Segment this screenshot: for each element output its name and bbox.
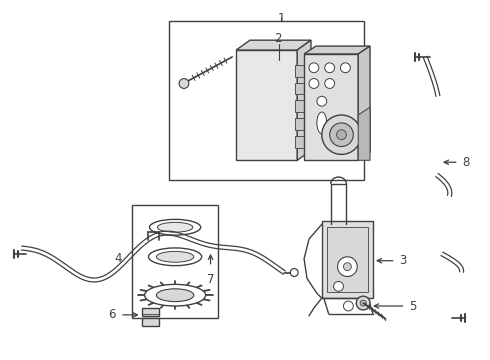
Text: 3: 3 <box>399 254 407 267</box>
Polygon shape <box>236 40 311 50</box>
Bar <box>304 54 358 160</box>
Circle shape <box>343 301 353 311</box>
Circle shape <box>334 282 343 291</box>
Ellipse shape <box>148 248 202 266</box>
Circle shape <box>341 63 350 73</box>
Bar <box>142 318 159 326</box>
Ellipse shape <box>145 284 206 306</box>
Bar <box>295 65 311 77</box>
Text: 4: 4 <box>115 252 122 265</box>
Text: 1: 1 <box>278 12 285 24</box>
Polygon shape <box>358 107 370 160</box>
Circle shape <box>360 300 366 306</box>
Bar <box>236 50 297 160</box>
Circle shape <box>325 78 335 89</box>
Circle shape <box>337 130 346 140</box>
Circle shape <box>309 63 319 73</box>
Bar <box>295 136 311 148</box>
Ellipse shape <box>156 289 194 302</box>
Bar <box>142 308 159 316</box>
Circle shape <box>325 63 335 73</box>
Ellipse shape <box>317 112 327 134</box>
Polygon shape <box>297 40 311 160</box>
Ellipse shape <box>157 222 193 232</box>
Polygon shape <box>304 46 370 54</box>
Ellipse shape <box>149 219 201 235</box>
Circle shape <box>343 263 351 271</box>
Circle shape <box>290 269 298 276</box>
Bar <box>295 118 311 130</box>
Bar <box>169 21 364 180</box>
Circle shape <box>309 78 319 89</box>
Bar <box>132 204 219 318</box>
Circle shape <box>356 296 370 310</box>
Text: 7: 7 <box>207 273 214 285</box>
Bar <box>295 100 311 112</box>
Ellipse shape <box>156 251 194 262</box>
Bar <box>327 227 368 292</box>
Text: 2: 2 <box>274 32 282 45</box>
Circle shape <box>317 96 327 106</box>
Circle shape <box>338 257 357 276</box>
Text: 6: 6 <box>108 309 116 321</box>
Polygon shape <box>358 46 370 160</box>
Bar <box>322 221 373 298</box>
Circle shape <box>179 78 189 89</box>
Circle shape <box>330 123 353 147</box>
Bar <box>295 82 311 94</box>
Text: 8: 8 <box>463 156 470 169</box>
Circle shape <box>322 115 361 154</box>
Text: 5: 5 <box>410 300 417 312</box>
